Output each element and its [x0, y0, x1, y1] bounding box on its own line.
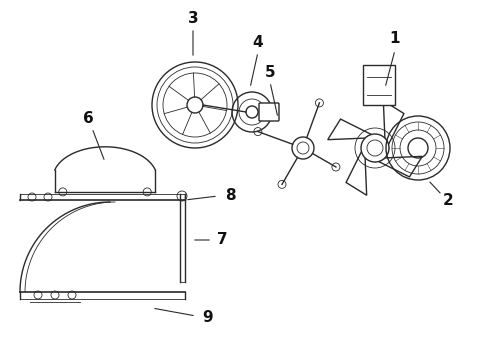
- Text: 8: 8: [225, 188, 235, 202]
- Text: 7: 7: [217, 233, 227, 248]
- Text: 2: 2: [442, 193, 453, 207]
- Polygon shape: [379, 156, 422, 177]
- Text: 1: 1: [390, 31, 400, 45]
- Text: 5: 5: [265, 64, 275, 80]
- Text: 4: 4: [253, 35, 263, 50]
- Polygon shape: [346, 152, 367, 195]
- Circle shape: [361, 134, 389, 162]
- FancyBboxPatch shape: [363, 65, 395, 105]
- Text: 3: 3: [188, 10, 198, 26]
- Text: 9: 9: [203, 310, 213, 325]
- Polygon shape: [328, 119, 371, 140]
- Polygon shape: [383, 101, 404, 144]
- FancyBboxPatch shape: [259, 103, 279, 121]
- Text: 6: 6: [83, 111, 94, 126]
